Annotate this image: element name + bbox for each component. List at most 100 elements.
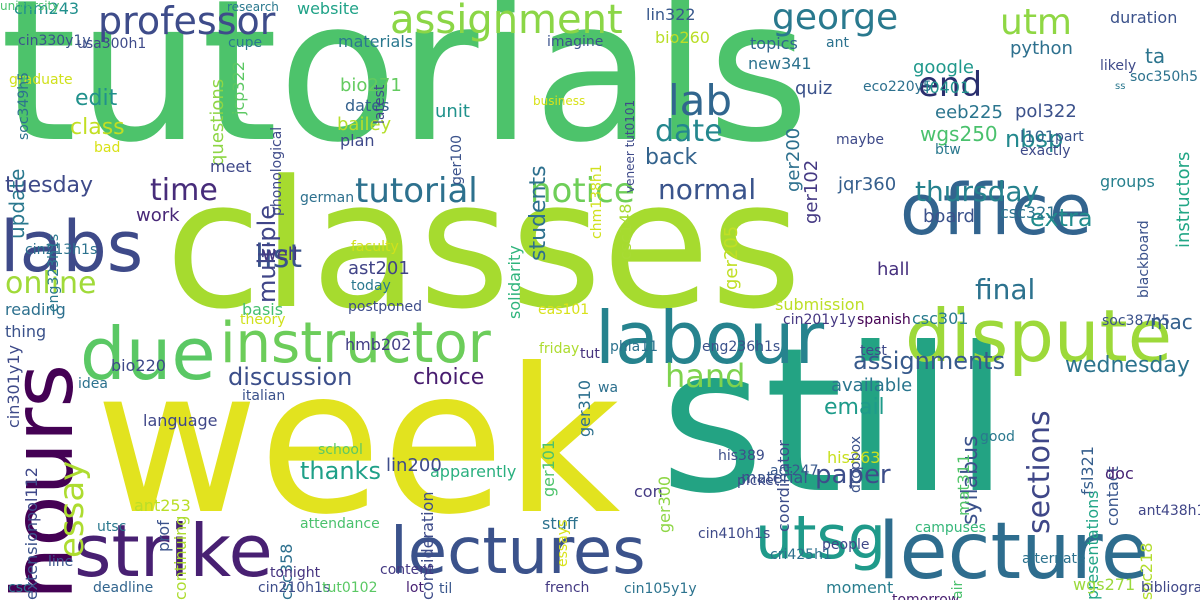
word-cin105y1y: cin105y1y <box>624 581 697 597</box>
word-fsl321: fsl321 <box>1078 446 1097 495</box>
word-likely: likely <box>1100 58 1137 74</box>
word-wednesday: wednesday <box>1065 353 1190 378</box>
word-eeb225: eeb225 <box>935 102 1003 123</box>
word-continuing: continuing <box>171 515 190 600</box>
word-tomorrow: tomorrow <box>892 592 960 600</box>
word-theory: theory <box>240 312 286 328</box>
word-language: language <box>143 411 218 430</box>
word-jqr360: jqr360 <box>838 174 897 195</box>
word-bio271: bio271 <box>340 75 402 96</box>
word-bad: bad <box>94 140 121 156</box>
word-lecture: lecture <box>878 507 1149 597</box>
word-cri425h1: cri425h1 <box>770 547 832 563</box>
word-btw: btw <box>935 142 961 158</box>
word-today: today <box>351 278 391 294</box>
word-cin330y1y: cin330y1y <box>18 33 91 49</box>
word-lab: lab <box>668 76 733 125</box>
word-graduate: graduate <box>9 72 73 88</box>
word-cin410h1s: cin410h1s <box>698 526 771 542</box>
word-people: people <box>822 537 870 553</box>
word-part: part <box>1055 129 1084 145</box>
word-due: due <box>80 312 216 396</box>
word-italian: italian <box>242 388 286 404</box>
word-ast201: ast201 <box>348 258 410 279</box>
word-assignment: assignment <box>390 0 623 43</box>
word-university: university <box>0 0 60 13</box>
word-lot: lot <box>406 580 424 596</box>
word-solidarity: solidarity <box>505 245 524 319</box>
word-veneer-tut0101: veneer tut0101 <box>623 99 637 193</box>
word-ger310: ger310 <box>575 379 594 437</box>
word-google: google <box>913 57 974 78</box>
word-chm138h1: chm138h1 <box>589 164 605 239</box>
word-lin322: lin322 <box>646 5 696 24</box>
word-tutorials: tutorials <box>0 0 810 186</box>
word-cin201y1y: cin201y1y <box>783 312 856 328</box>
word-business: business <box>533 94 586 108</box>
word-doc: doc <box>1105 464 1134 483</box>
word-utsg: utsg <box>755 503 886 573</box>
word-board: board <box>923 206 975 227</box>
word-lin200: lin200 <box>386 455 442 476</box>
word-labs: labs <box>0 206 144 288</box>
word-email: email <box>824 395 885 420</box>
word-csc148: csc148 <box>616 203 635 260</box>
word-sections: sections <box>1022 410 1057 534</box>
word-moment: moment <box>826 578 894 597</box>
word-assignments: assignments <box>853 347 1006 375</box>
word-bibliography: bibliography <box>1141 580 1200 596</box>
word-blackboard: blackboard <box>1136 220 1152 298</box>
word-eng323h1s: eng323h1s <box>46 233 62 312</box>
word-meet: meet <box>210 157 252 176</box>
word-ant438h1: ant438h1 <box>1138 503 1200 519</box>
word-available: available <box>831 375 913 396</box>
word-attendance: attendance <box>300 516 380 532</box>
word-pol322: pol322 <box>1015 101 1077 122</box>
word-ta: ta <box>1145 44 1166 68</box>
word-soc387h5: soc387h5 <box>1102 313 1171 329</box>
word-usa300h1: usa300h1 <box>77 36 147 52</box>
word-ant253: ant253 <box>134 496 191 515</box>
word-hall: hall <box>877 259 910 280</box>
word-well: well <box>262 244 298 265</box>
word-stuff: stuff <box>542 514 578 533</box>
word-idea: idea <box>78 376 108 392</box>
word-his263: his263 <box>827 448 881 467</box>
word-ant: ant <box>826 35 849 51</box>
word-latest: latest <box>372 84 388 124</box>
word-week: week <box>95 326 621 559</box>
word-instructors: instructors <box>1173 151 1194 248</box>
word-exactly: exactly <box>1020 143 1071 159</box>
word-con: con <box>634 482 663 501</box>
word-instructor: instructor <box>220 311 491 376</box>
word-til: til <box>439 581 453 597</box>
word-online: online <box>5 266 97 301</box>
word-mac: mac <box>1150 310 1193 334</box>
word-research: research <box>227 0 279 14</box>
word-materials: materials <box>338 32 414 51</box>
word-website: website <box>297 0 359 18</box>
word-discussion: discussion <box>228 363 353 391</box>
word-mat311: mat311 <box>954 453 973 516</box>
word-hand: hand <box>665 357 746 395</box>
word-back: back <box>645 145 698 170</box>
word-choice: choice <box>413 365 485 390</box>
word-list: list <box>255 237 302 275</box>
word-alternate: alternate <box>1022 551 1086 567</box>
word-wgs271: wgs271 <box>1073 575 1136 594</box>
word-python: python <box>1010 38 1073 59</box>
word-french: french <box>545 580 590 596</box>
word-end: end <box>918 65 983 105</box>
word-tut0102: tut0102 <box>322 580 378 596</box>
word-tuesday: tuesday <box>5 173 94 198</box>
word-classes: classes <box>165 143 802 348</box>
word-wgs250: wgs250 <box>920 122 998 146</box>
word-apparently: apparently <box>430 462 517 481</box>
word-bailey: bailey <box>337 114 392 135</box>
word-groups: groups <box>1100 172 1155 191</box>
word-air: air <box>950 580 966 599</box>
word-thing: thing <box>5 322 47 341</box>
word-plan: plan <box>340 131 375 150</box>
word-professor: professor <box>98 0 276 43</box>
word-eas101: eas101 <box>538 302 590 318</box>
